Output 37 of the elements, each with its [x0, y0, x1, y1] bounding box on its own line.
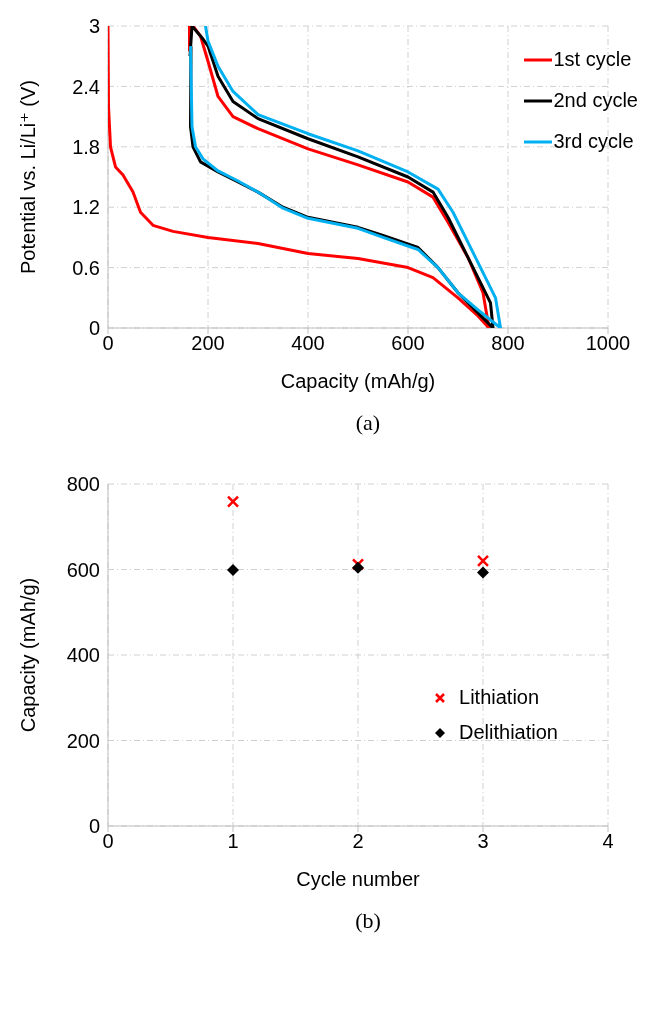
y-tick-label: 0 [88, 815, 100, 838]
point [226, 495, 240, 508]
legend-label: 1st cycle [553, 48, 632, 71]
y-axis-title: Capacity (mAh/g) [17, 577, 40, 733]
y-tick-label: 800 [66, 473, 100, 496]
x-tick-label: 2 [352, 830, 364, 853]
y-tick-label: 200 [66, 729, 100, 752]
point [476, 554, 490, 568]
x-tick-label: 3 [477, 830, 489, 853]
x-tick-label: 400 [291, 332, 325, 355]
x-tick-label: 0 [102, 830, 114, 853]
x-axis-title: Cycle number [296, 868, 421, 890]
y-tick-label: 400 [66, 644, 100, 667]
x-tick-label: 200 [191, 332, 225, 355]
x-axis-title: Capacity (mAh/g) [280, 370, 436, 392]
point [477, 566, 489, 579]
text: (b) [354, 908, 382, 934]
y-tick-label: 0.6 [72, 256, 100, 279]
legend-label: Delithiation [459, 721, 558, 744]
x-tick-label: 0 [102, 332, 114, 355]
y-tick-label: 3 [88, 15, 100, 38]
x-tick-label: 800 [491, 332, 525, 355]
legend-label: 3rd cycle [553, 130, 634, 153]
y-tick-label: 2.4 [72, 75, 100, 98]
point [227, 563, 239, 576]
legend-label: Lithiation [459, 686, 540, 709]
text: (a) [354, 410, 382, 436]
x-tick-label: 1 [227, 830, 239, 853]
y-axis-title: Potential vs. Li/Li⁺ (V) [17, 80, 40, 274]
legend-label: 2nd cycle [553, 89, 638, 112]
y-tick-label: 0 [88, 317, 100, 340]
x-tick-label: 4 [602, 830, 614, 853]
y-tick-label: 1.8 [72, 135, 100, 158]
y-tick-label: 600 [66, 558, 100, 581]
x-tick-label: 600 [391, 332, 425, 355]
y-tick-label: 1.2 [72, 196, 100, 219]
x-tick-label: 1000 [585, 332, 631, 355]
